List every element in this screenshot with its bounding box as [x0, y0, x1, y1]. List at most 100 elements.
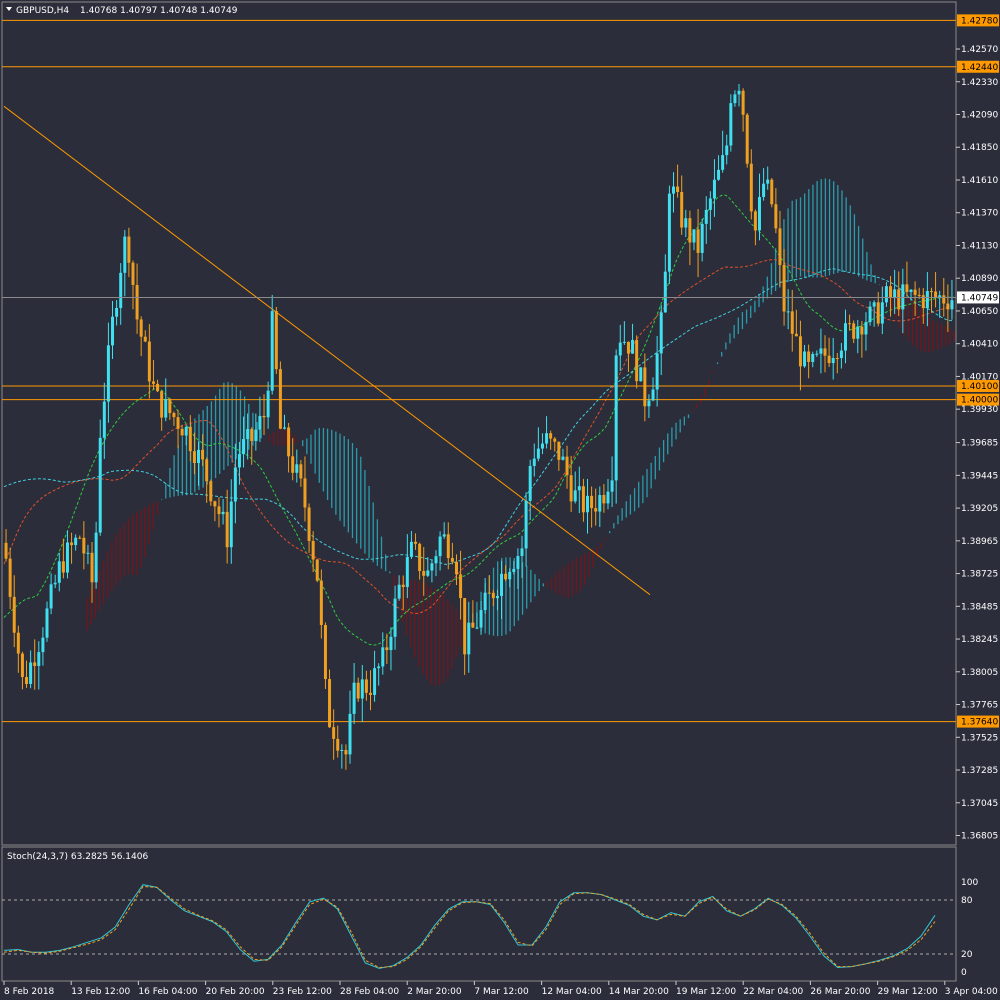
- candle-body: [708, 198, 712, 210]
- candle-body: [905, 284, 909, 293]
- candle-body: [893, 289, 897, 298]
- candle-body: [65, 542, 69, 573]
- candle-body: [815, 353, 819, 355]
- candle-body: [950, 300, 954, 310]
- candle-body: [594, 508, 598, 512]
- candle-body: [696, 229, 700, 253]
- candle-body: [356, 682, 360, 699]
- candle-body: [70, 542, 74, 546]
- candle-body: [270, 311, 274, 391]
- level-price-tag: [957, 715, 999, 728]
- candle-body: [909, 289, 913, 293]
- candle-body: [176, 417, 180, 429]
- price-tick-label: 1.40650: [961, 307, 998, 317]
- candle-body: [880, 302, 884, 324]
- candle-body: [479, 610, 483, 628]
- price-tick-label: 1.36805: [961, 831, 998, 841]
- candle-body: [201, 449, 205, 460]
- candle-body: [663, 271, 667, 313]
- candle-body: [647, 400, 651, 407]
- candle-body: [446, 534, 450, 559]
- candle-body: [803, 351, 807, 367]
- candle-body: [86, 552, 90, 554]
- candle-body: [872, 302, 876, 307]
- candle-body: [823, 348, 827, 356]
- candle-body: [586, 495, 590, 513]
- candle-body: [770, 179, 774, 205]
- candle-body: [274, 311, 278, 370]
- candle-body: [438, 536, 442, 557]
- candle-body: [401, 584, 405, 588]
- candle-body: [897, 289, 901, 310]
- price-tick-label: 1.39685: [961, 439, 998, 449]
- candle-body: [242, 439, 246, 455]
- candle-body: [139, 319, 143, 337]
- candle-body: [839, 350, 843, 359]
- candle-body: [237, 454, 241, 468]
- candle-body: [164, 399, 168, 418]
- time-tick-label: 26 Mar 20:00: [810, 987, 870, 997]
- candle-body: [180, 428, 184, 436]
- level-price-tag: [957, 379, 999, 392]
- stoch-title: Stoch(24,3,7) 63.2825 56.1406: [7, 852, 148, 862]
- dropdown-triangle-icon[interactable]: [6, 7, 12, 11]
- candle-body: [377, 666, 381, 669]
- candle-body: [307, 507, 311, 541]
- candle-body: [811, 354, 815, 362]
- moving-averages: [3, 194, 955, 646]
- candle-body: [856, 326, 860, 339]
- candle-body: [74, 537, 78, 546]
- time-tick-label: 19 Mar 12:00: [676, 987, 736, 997]
- candle-body: [786, 311, 790, 313]
- candle-body: [524, 500, 528, 549]
- horizontal-levels[interactable]: 1.42780 1.42440 1.40100 1.40000 1.37640: [2, 14, 999, 728]
- candle-body: [393, 598, 397, 637]
- candle-body: [757, 197, 761, 231]
- candle-body: [459, 574, 463, 599]
- candle-body: [733, 94, 737, 104]
- candle-body: [197, 449, 201, 464]
- price-tick-label: 1.37525: [961, 733, 998, 743]
- candle-body: [168, 399, 172, 414]
- candle-body: [721, 155, 725, 170]
- candle-body: [807, 351, 811, 362]
- candle-body: [942, 295, 946, 304]
- candle-body: [581, 486, 585, 513]
- symbol-title: GBPUSD,H4: [16, 6, 69, 16]
- current-price-label: 1.40749: [961, 293, 998, 303]
- candle-body: [217, 506, 221, 515]
- candle-body: [598, 494, 602, 512]
- candle-body: [717, 169, 721, 180]
- candle-body: [516, 556, 520, 569]
- candle-body: [131, 262, 135, 285]
- price-tick-label: 1.41610: [961, 176, 998, 186]
- candle-body: [520, 548, 524, 557]
- candle-body: [414, 541, 418, 544]
- price-tick-label: 1.38725: [961, 570, 998, 580]
- candle-body: [864, 322, 868, 335]
- price-tick-label: 1.39205: [961, 504, 998, 514]
- candle-body: [680, 191, 684, 228]
- candle-body: [606, 491, 610, 504]
- candle-body: [246, 429, 250, 440]
- time-tick-label: 22 Mar 04:00: [743, 987, 803, 997]
- candle-body: [53, 582, 57, 585]
- candle-body: [57, 561, 61, 583]
- candle-body: [119, 272, 123, 308]
- price-tick-label: 1.38245: [961, 635, 998, 645]
- trendline[interactable]: [3, 105, 651, 596]
- time-tick-label: 14 Mar 20:00: [609, 987, 669, 997]
- candle-body: [925, 291, 929, 309]
- trendline-segment[interactable]: [3, 105, 651, 596]
- candle-body: [938, 295, 942, 298]
- candle-body: [29, 662, 33, 684]
- candle-body: [37, 652, 41, 666]
- candle-body: [282, 427, 286, 429]
- candle-body: [16, 632, 20, 654]
- stoch-series-line: [3, 885, 936, 969]
- candle-body: [127, 236, 131, 263]
- candle-body: [655, 353, 659, 390]
- candle-body: [332, 727, 336, 739]
- candle-body: [860, 326, 864, 335]
